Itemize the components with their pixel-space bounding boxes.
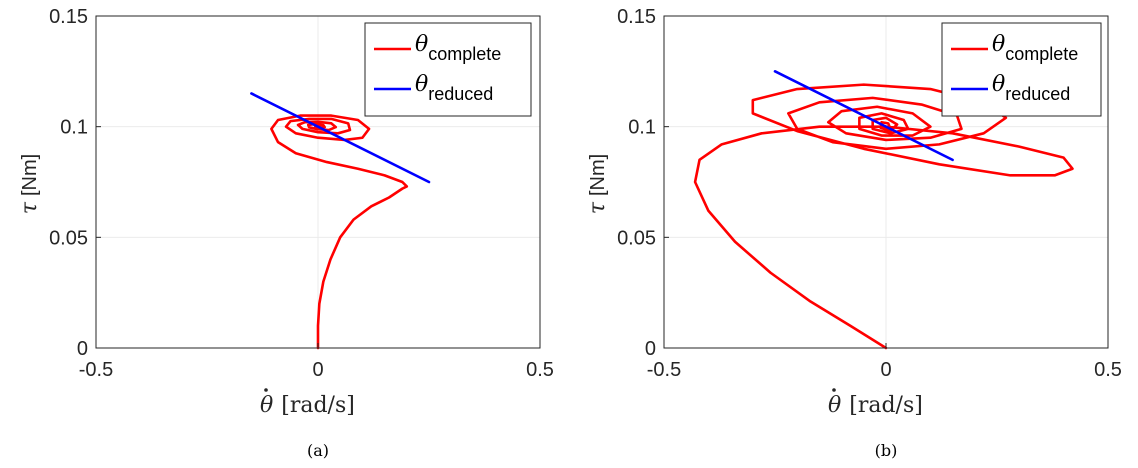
x-tick-label: 0.5 bbox=[526, 359, 554, 381]
chart-b: -0.5 0 0.500.050.10.15θ [rad/s]τ[Nm]θcomple… bbox=[585, 6, 1122, 460]
legend-label-complete: θcomplete bbox=[415, 32, 501, 64]
legend: θcomplete θreduced bbox=[941, 22, 1102, 117]
y-tick-label: 0.15 bbox=[49, 6, 88, 28]
legend-label-reduced: θreduced bbox=[992, 72, 1070, 104]
series-line-reduced bbox=[250, 92, 431, 184]
x-axis-label: θ [rad/s] bbox=[260, 393, 355, 418]
derivative-dot bbox=[264, 388, 268, 392]
x-tick-label: 0.5 bbox=[1094, 359, 1122, 381]
y-tick-label: 0.1 bbox=[60, 117, 88, 139]
legend: θcomplete θreduced bbox=[364, 22, 532, 117]
series-line-complete bbox=[693, 83, 1074, 350]
y-tick-label: 0 bbox=[77, 338, 88, 360]
subfigure-caption: (a) bbox=[307, 441, 329, 460]
x-axis-label: θ [rad/s] bbox=[828, 393, 923, 418]
x-tick-label: 0 bbox=[312, 359, 323, 381]
y-tick-label: 0.05 bbox=[49, 227, 88, 249]
y-tick-label: 0.15 bbox=[617, 6, 656, 28]
y-tick-label: 0 bbox=[645, 338, 656, 360]
legend-label-complete: θcomplete bbox=[992, 32, 1078, 64]
chart-a: -0.5 0 0.500.050.10.15θ [rad/s]τ[Nm]θcomple… bbox=[17, 6, 554, 460]
derivative-dot bbox=[832, 388, 836, 392]
y-axis-label: τ[Nm] bbox=[17, 154, 42, 214]
y-tick-label: 0.05 bbox=[617, 227, 656, 249]
y-axis-label: τ[Nm] bbox=[585, 154, 610, 214]
series-line-complete bbox=[270, 114, 409, 350]
y-tick-label: 0.1 bbox=[628, 117, 656, 139]
x-tick-label: -0.5 bbox=[79, 359, 113, 381]
subfigure-caption: (b) bbox=[875, 441, 898, 460]
legend-label-reduced: θreduced bbox=[415, 72, 493, 104]
x-tick-label: -0.5 bbox=[647, 359, 681, 381]
series-line-reduced bbox=[773, 70, 954, 162]
x-tick-label: 0 bbox=[880, 359, 891, 381]
